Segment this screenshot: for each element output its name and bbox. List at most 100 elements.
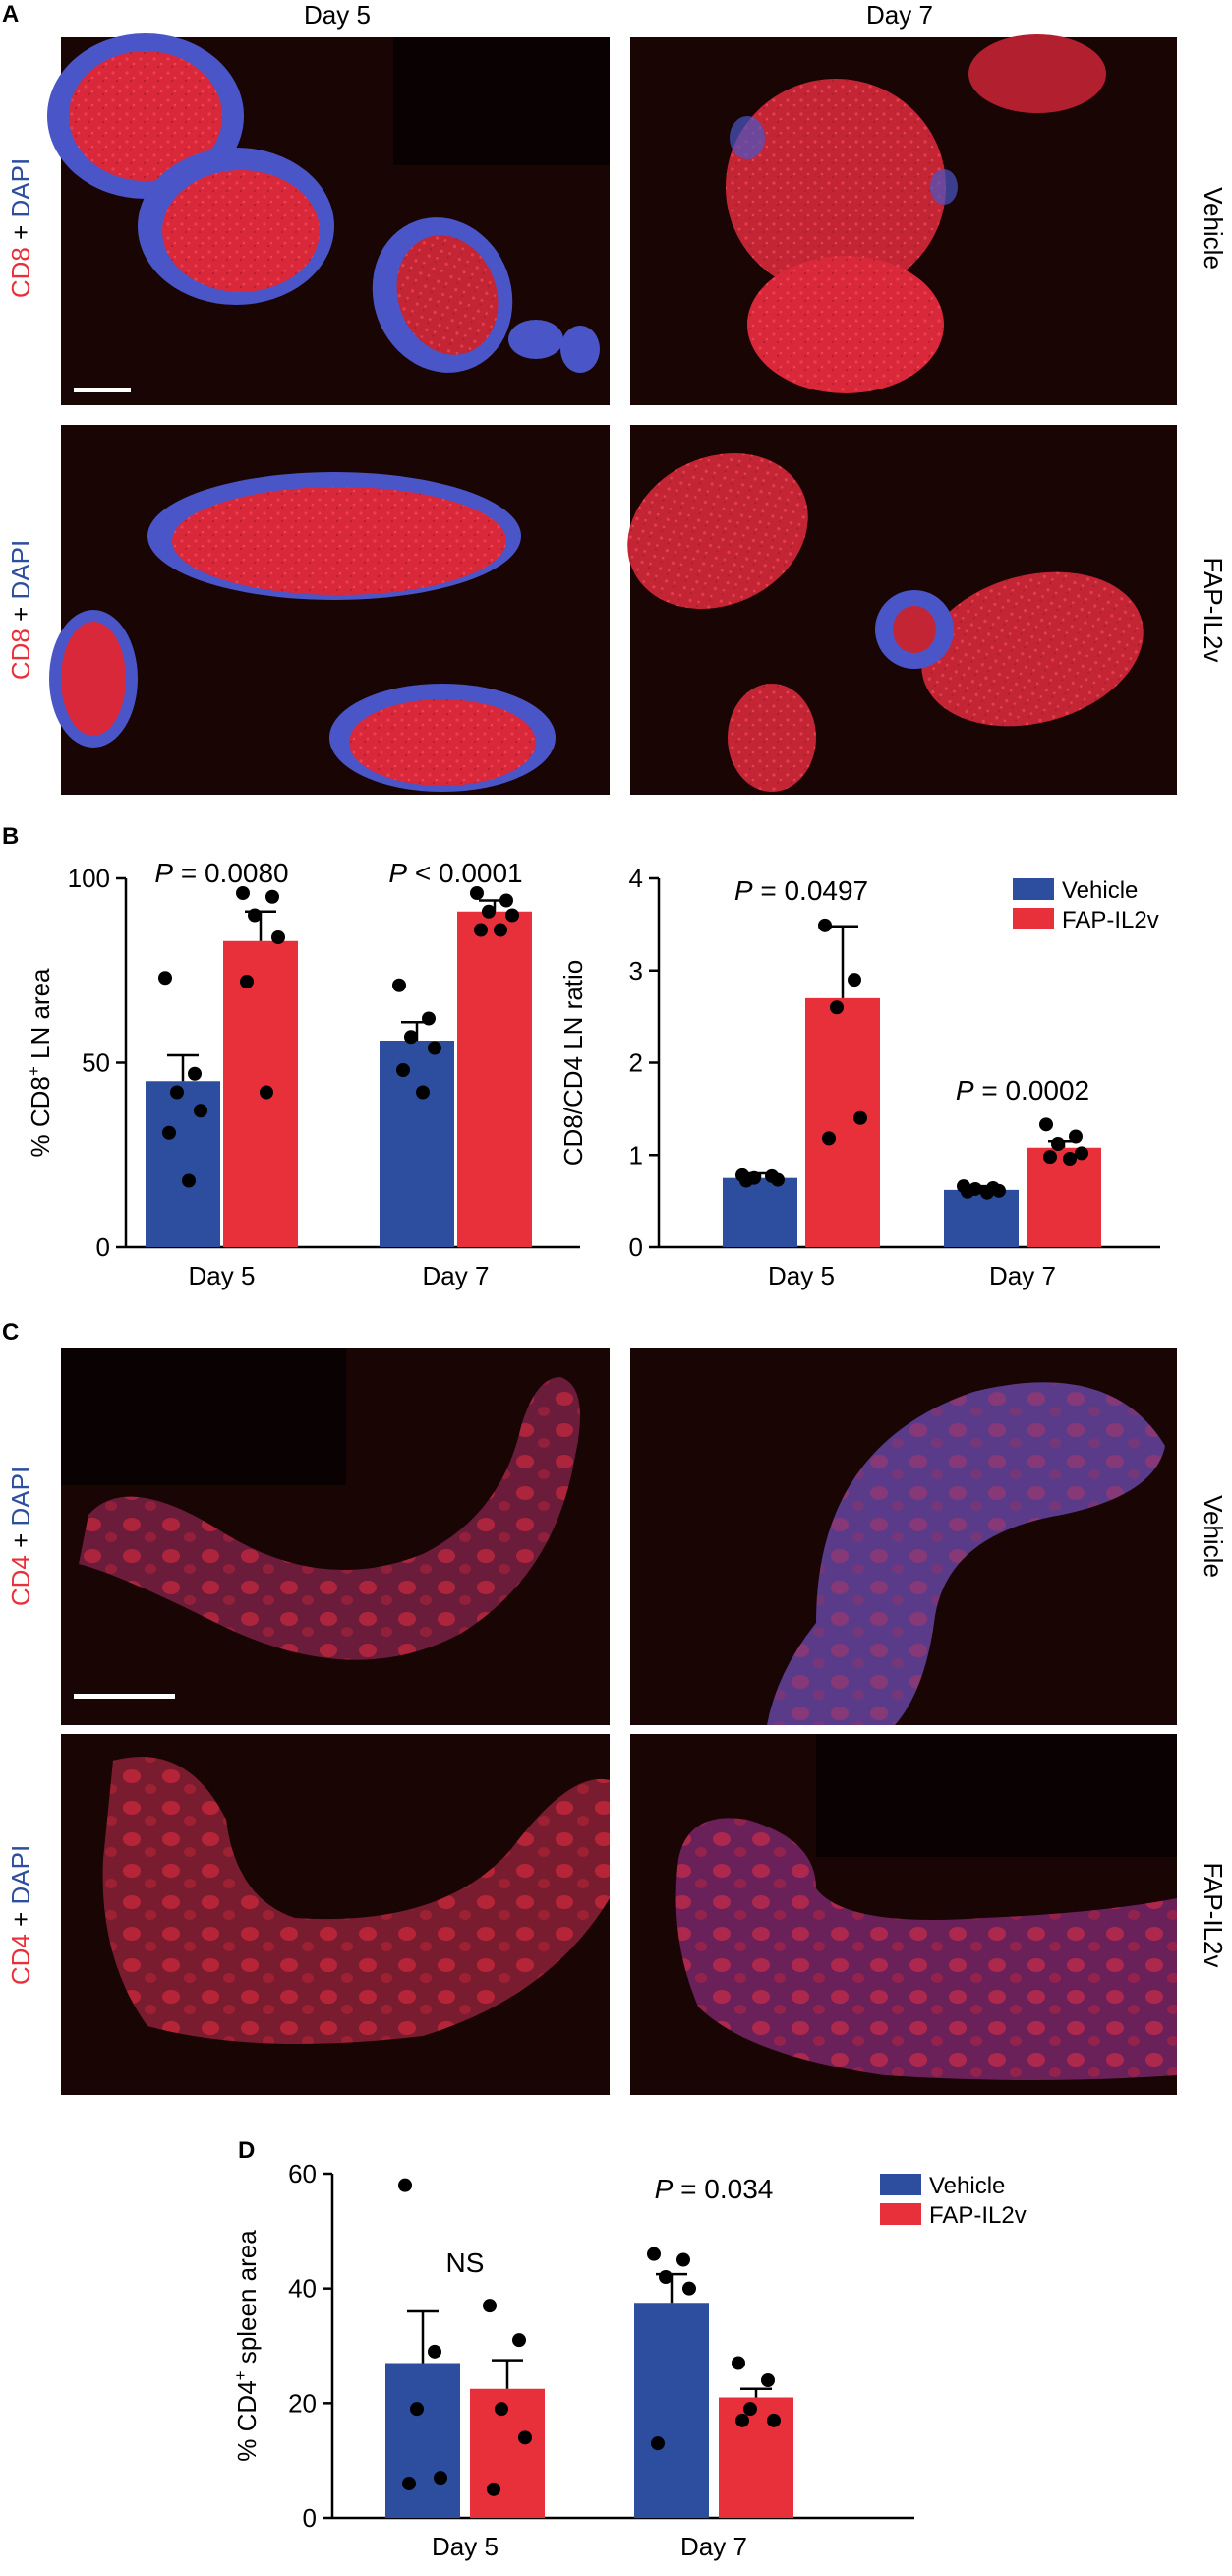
stain-counter: DAPI bbox=[6, 540, 35, 600]
annotation-p: P bbox=[655, 2174, 674, 2204]
annotation-op: = bbox=[753, 875, 785, 906]
bar bbox=[385, 2363, 460, 2518]
micrograph-c-day7-fap bbox=[630, 1734, 1177, 2095]
stain-joiner: + bbox=[6, 218, 35, 248]
data-point bbox=[236, 886, 250, 900]
stain-joiner: + bbox=[6, 1905, 35, 1935]
data-point bbox=[271, 930, 285, 944]
data-point bbox=[495, 2402, 508, 2417]
y-tick-label: 0 bbox=[629, 1232, 643, 1262]
annotation-op: = bbox=[673, 2174, 704, 2204]
data-point bbox=[735, 2413, 749, 2427]
y-tick-label: 60 bbox=[288, 2159, 317, 2188]
data-point bbox=[422, 1011, 436, 1026]
data-point bbox=[1075, 1146, 1088, 1161]
data-point bbox=[410, 2402, 424, 2417]
x-tick-label: Day 5 bbox=[432, 2532, 499, 2561]
data-point bbox=[434, 2471, 447, 2486]
micrograph-a-day5-fap bbox=[49, 425, 610, 795]
chart-b-cd8-area: 0 50 100 % CD8+ LN area Day 5 Day 7 P = 0.0080… bbox=[25, 858, 580, 1290]
y-axis-label: % CD8+ LN area bbox=[25, 968, 55, 1158]
data-point bbox=[1063, 1152, 1077, 1166]
x-tick-label: Day 7 bbox=[423, 1261, 490, 1290]
data-point bbox=[682, 2281, 696, 2296]
bar bbox=[944, 1189, 1019, 1247]
panel-label-a: A bbox=[2, 1, 19, 28]
panel-c-row-label-fap: FAP-IL2v bbox=[1199, 1863, 1228, 1968]
data-point bbox=[853, 1110, 867, 1125]
data-point bbox=[848, 973, 861, 988]
bar bbox=[1027, 1147, 1101, 1247]
data-point bbox=[743, 2402, 757, 2417]
micrograph-c-day5-vehicle bbox=[61, 1348, 610, 1725]
y-tick-label: 50 bbox=[82, 1048, 110, 1078]
data-point bbox=[822, 1131, 836, 1146]
y-axis-label: % CD4+ spleen area bbox=[231, 2230, 262, 2462]
panel-a-row-label-fap: FAP-IL2v bbox=[1199, 558, 1228, 663]
data-point bbox=[980, 1185, 994, 1200]
data-point bbox=[1051, 1137, 1065, 1151]
y-axis-label-part: % CD8 bbox=[26, 1076, 55, 1157]
data-point bbox=[158, 971, 172, 986]
data-point bbox=[265, 889, 279, 904]
data-point bbox=[194, 1104, 207, 1118]
data-point bbox=[188, 1066, 202, 1081]
annotation-op: = bbox=[173, 858, 205, 888]
x-tick-label: Day 7 bbox=[989, 1261, 1056, 1290]
data-point bbox=[402, 2477, 416, 2490]
annotation-op: = bbox=[974, 1075, 1006, 1106]
stain-marker: CD4 bbox=[6, 1934, 35, 1985]
panel-a: Day 5 Day 7 bbox=[6, 0, 1228, 795]
panel-a-col-header-day7: Day 7 bbox=[866, 0, 933, 30]
data-point bbox=[396, 1063, 410, 1077]
chart-d-cd4-spleen-area: 0 20 40 60 % CD4+ spleen area Day 5 Day 7 NS P =… bbox=[231, 2159, 1027, 2561]
data-point bbox=[992, 1183, 1006, 1198]
data-point bbox=[170, 1085, 184, 1100]
bar bbox=[380, 1041, 454, 1247]
panel-c-stain-label-vehicle: CD4 + DAPI bbox=[6, 1467, 35, 1606]
panel-label-c: C bbox=[2, 1319, 19, 1346]
annotation: P = 0.0497 bbox=[734, 875, 868, 906]
panel-label-b: B bbox=[2, 823, 19, 850]
stain-marker: CD8 bbox=[6, 629, 35, 680]
data-point bbox=[771, 1172, 785, 1187]
data-point bbox=[818, 918, 832, 932]
legend-label: FAP-IL2v bbox=[929, 2202, 1027, 2229]
legend-label: FAP-IL2v bbox=[1062, 907, 1159, 933]
stain-counter: DAPI bbox=[6, 1467, 35, 1527]
data-point bbox=[761, 2373, 775, 2387]
legend-swatch bbox=[1013, 878, 1054, 900]
data-point bbox=[518, 2430, 532, 2445]
y-axis-label-sup: + bbox=[25, 1066, 43, 1076]
data-point bbox=[676, 2252, 690, 2267]
legend-swatch bbox=[1013, 908, 1054, 929]
x-tick-label: Day 5 bbox=[189, 1261, 256, 1290]
data-point bbox=[398, 2178, 412, 2192]
annotation: P = 0.0080 bbox=[154, 858, 288, 888]
annotation: P = 0.034 bbox=[655, 2174, 774, 2204]
y-tick-label: 2 bbox=[629, 1048, 643, 1078]
stain-marker: CD4 bbox=[6, 1555, 35, 1606]
annotation-p: P bbox=[388, 858, 407, 888]
data-point bbox=[647, 2247, 661, 2261]
micrograph-a-day7-vehicle bbox=[630, 34, 1177, 405]
data-point bbox=[428, 1041, 441, 1055]
y-tick-label: 20 bbox=[288, 2388, 317, 2418]
stain-joiner: + bbox=[6, 1527, 35, 1556]
data-point bbox=[260, 1085, 273, 1100]
data-point bbox=[482, 904, 496, 919]
data-point bbox=[651, 2436, 665, 2451]
annotation-p: P bbox=[956, 1075, 974, 1106]
panel-a-row-label-vehicle: Vehicle bbox=[1199, 187, 1228, 270]
panel-c: Vehicle FAP-IL2v CD4 + DAPI CD4 + DAPI bbox=[6, 1348, 1228, 2095]
data-point bbox=[494, 923, 507, 937]
legend-swatch bbox=[880, 2203, 921, 2225]
data-point bbox=[1069, 1129, 1083, 1144]
panel-a-col-header-day5: Day 5 bbox=[304, 0, 371, 30]
bar bbox=[719, 2397, 793, 2518]
bar bbox=[634, 2303, 709, 2518]
annotation-value: 0.034 bbox=[704, 2174, 773, 2204]
bar bbox=[723, 1177, 797, 1247]
y-tick-label: 40 bbox=[288, 2274, 317, 2304]
annotation-value: 0.0080 bbox=[205, 858, 289, 888]
